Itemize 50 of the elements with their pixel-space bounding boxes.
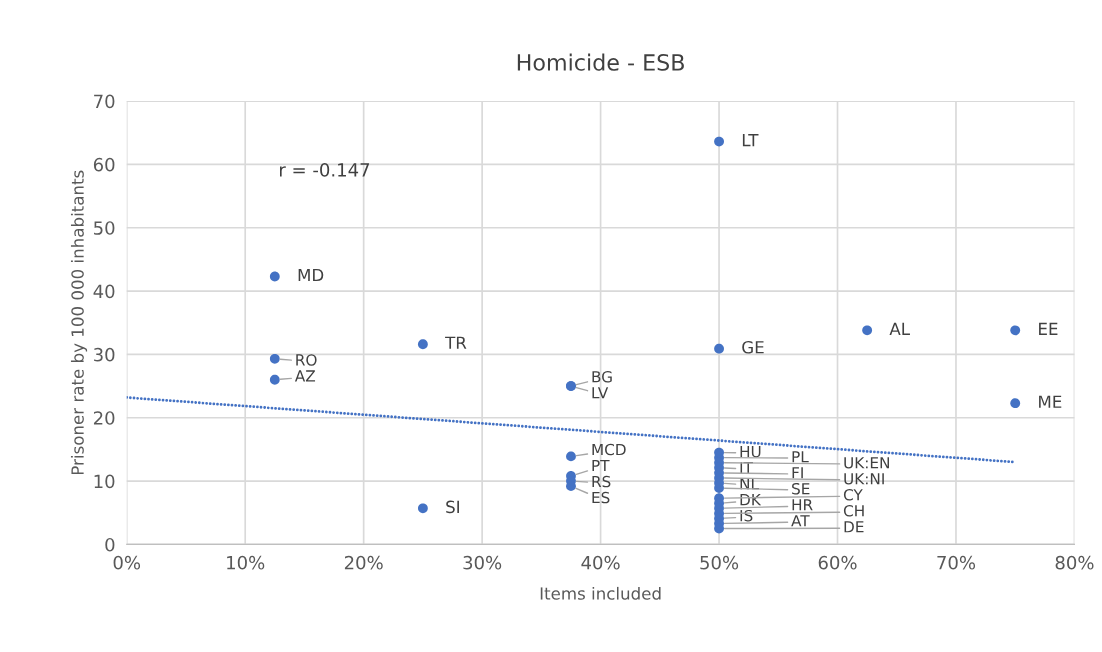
x-tick-label: 10% bbox=[227, 555, 265, 570]
annotation: AZ bbox=[294, 370, 316, 382]
annotation: UK:EN bbox=[844, 457, 889, 469]
annotation: MCD bbox=[592, 443, 626, 456]
y-axis-title: Prisoner rate by 100 000 inhabitants bbox=[70, 170, 88, 475]
chart-title: Homicide - ESB bbox=[517, 53, 684, 71]
annotation: RS bbox=[592, 475, 611, 488]
y-tick-label: 40 bbox=[93, 284, 115, 299]
annotation: SE bbox=[792, 482, 810, 495]
x-tick-label: 60% bbox=[818, 555, 857, 570]
annotation: DE bbox=[844, 521, 864, 533]
x-tick-label: 0% bbox=[113, 555, 141, 570]
x-tick-label: 70% bbox=[937, 555, 976, 570]
x-tick-label: 80% bbox=[1055, 555, 1094, 570]
y-tick-label: 50 bbox=[94, 221, 115, 235]
annotation: GE bbox=[742, 340, 764, 354]
annotation: AT bbox=[791, 515, 810, 527]
y-tick-label: 70 bbox=[94, 94, 115, 109]
annotation: PL bbox=[792, 451, 809, 463]
annotation: BG bbox=[592, 370, 612, 383]
annotation: PT bbox=[592, 459, 610, 472]
x-axis-title: Items included bbox=[540, 586, 661, 600]
annotation: LT bbox=[742, 134, 759, 147]
annotation: CH bbox=[843, 505, 864, 517]
annotation: TR bbox=[445, 336, 467, 349]
annotation: ES bbox=[592, 491, 610, 504]
y-tick-label: 20 bbox=[93, 411, 115, 425]
annotation: CY bbox=[843, 489, 863, 501]
annotation: ME bbox=[1039, 395, 1062, 408]
annotation: RO bbox=[296, 354, 317, 366]
annotation: HR bbox=[792, 499, 813, 511]
annotation: HU bbox=[740, 446, 761, 458]
x-tick-label: 50% bbox=[700, 555, 739, 570]
annotation: LV bbox=[592, 387, 609, 399]
annotation: FI bbox=[792, 467, 803, 479]
y-tick-label: 10 bbox=[94, 474, 115, 489]
y-tick-label: 30 bbox=[94, 347, 115, 362]
y-tick-label: 0 bbox=[105, 537, 115, 552]
x-tick-label: 20% bbox=[344, 555, 383, 570]
y-tick-label: 60 bbox=[93, 157, 115, 172]
x-tick-label: 40% bbox=[581, 555, 620, 570]
annotation: AL bbox=[889, 322, 910, 335]
annotation: SI bbox=[446, 500, 459, 514]
annotation: UK:NI bbox=[844, 473, 884, 485]
annotation: r = -0.147 bbox=[280, 163, 370, 177]
annotation: IT bbox=[740, 462, 753, 474]
x-tick-label: 30% bbox=[463, 555, 502, 570]
annotation: IS bbox=[740, 509, 753, 522]
annotation: MD bbox=[298, 268, 324, 282]
annotation: EE bbox=[1039, 322, 1058, 335]
